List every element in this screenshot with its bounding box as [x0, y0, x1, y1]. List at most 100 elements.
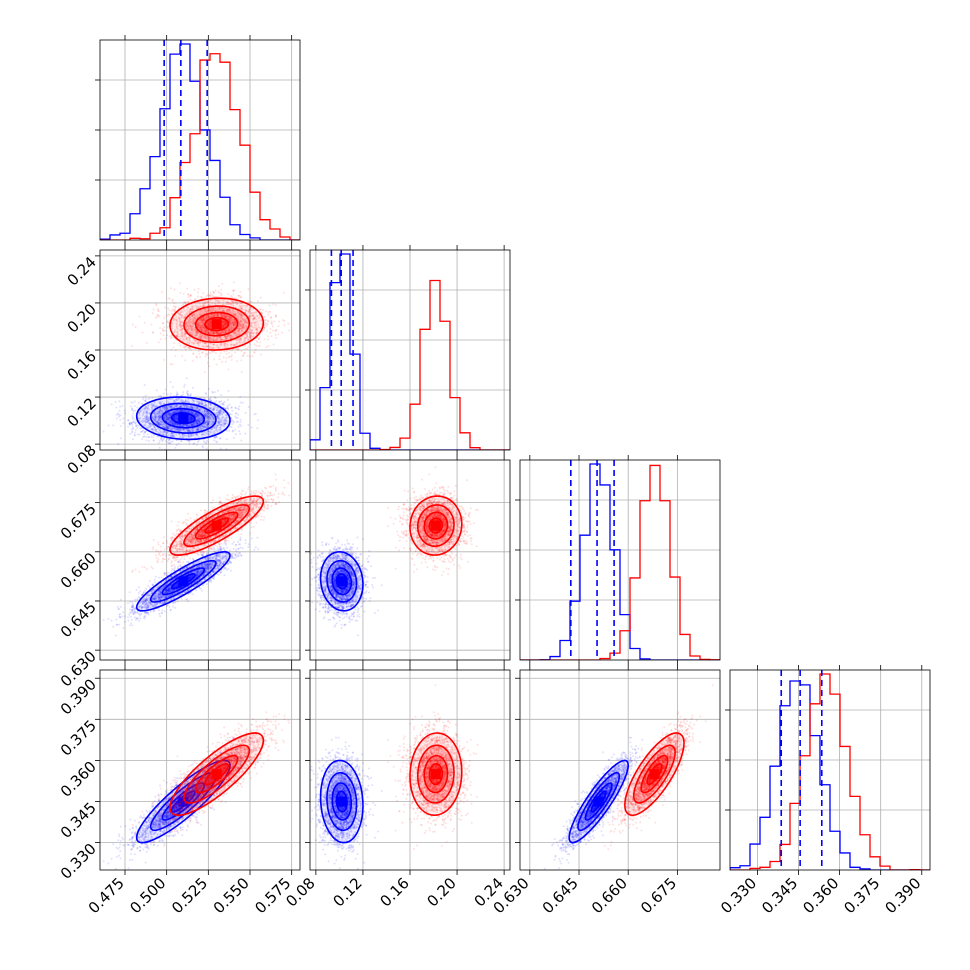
- scatter-point: [145, 397, 148, 400]
- scatter-point: [196, 414, 199, 417]
- scatter-point: [192, 423, 195, 426]
- scatter-point: [132, 412, 135, 415]
- scatter-point: [156, 421, 159, 424]
- scatter-point: [145, 416, 148, 418]
- scatter-point: [234, 351, 237, 354]
- scatter-point: [189, 405, 192, 408]
- scatter-point: [166, 418, 169, 421]
- scatter-point: [176, 409, 179, 412]
- scatter-point: [151, 428, 154, 431]
- scatter-point: [186, 430, 189, 433]
- scatter-point: [147, 436, 150, 438]
- scatter-point: [249, 343, 252, 346]
- scatter-point: [216, 415, 219, 418]
- scatter-point: [182, 292, 185, 295]
- scatter-point: [115, 413, 118, 416]
- scatter-point: [200, 416, 203, 419]
- scatter-point: [217, 421, 220, 424]
- scatter-point: [182, 391, 185, 394]
- scatter-point: [236, 420, 239, 423]
- scatter-point: [232, 429, 234, 432]
- scatter-point: [219, 408, 222, 411]
- scatter-point: [206, 411, 209, 414]
- scatter-point: [190, 416, 192, 419]
- scatter-point: [196, 415, 199, 418]
- scatter-point: [189, 406, 192, 408]
- scatter-point: [190, 407, 193, 409]
- scatter-point: [138, 427, 141, 430]
- scatter-point: [174, 417, 177, 420]
- scatter-point: [205, 404, 208, 407]
- scatter-point: [157, 341, 160, 344]
- scatter-point: [204, 371, 206, 374]
- scatter-point: [143, 417, 146, 420]
- scatter-point: [164, 406, 167, 409]
- scatter-point: [134, 409, 137, 412]
- scatter-point: [173, 415, 176, 418]
- scatter-point: [187, 404, 190, 407]
- scatter-point: [135, 425, 138, 428]
- scatter-point: [213, 405, 216, 407]
- scatter-point: [157, 309, 160, 312]
- scatter-point: [197, 419, 200, 422]
- scatter-point: [225, 416, 228, 419]
- scatter-point: [201, 351, 204, 354]
- scatter-point: [166, 427, 169, 430]
- scatter-point: [206, 353, 209, 355]
- scatter-point: [194, 413, 196, 416]
- scatter-point: [204, 409, 206, 412]
- scatter-point: [196, 413, 199, 416]
- scatter-point: [231, 423, 234, 426]
- scatter-point: [222, 410, 224, 413]
- scatter-point: [200, 402, 203, 405]
- scatter-point: [166, 417, 169, 420]
- scatter-point: [155, 304, 158, 307]
- scatter-point: [244, 411, 247, 414]
- scatter-point: [191, 416, 194, 419]
- scatter-point: [206, 432, 209, 435]
- scatter-point: [167, 427, 170, 429]
- scatter-point: [193, 288, 196, 291]
- scatter-point: [232, 436, 235, 439]
- scatter-point: [190, 418, 193, 421]
- scatter-point: [213, 396, 216, 399]
- scatter-point: [157, 441, 160, 444]
- scatter-point: [240, 425, 243, 428]
- scatter-point: [164, 414, 167, 417]
- scatter-point: [237, 425, 240, 428]
- scatter-point: [179, 423, 181, 426]
- scatter-point: [157, 412, 160, 415]
- scatter-point: [169, 407, 172, 409]
- scatter-point: [209, 352, 212, 355]
- scatter-point: [134, 422, 137, 425]
- scatter-point: [178, 423, 181, 426]
- scatter-point: [166, 427, 169, 430]
- scatter-point: [159, 416, 161, 419]
- scatter-point: [183, 410, 186, 413]
- scatter-point: [237, 347, 240, 350]
- scatter-point: [115, 417, 118, 420]
- scatter-point: [203, 413, 206, 416]
- scatter-point: [203, 397, 205, 400]
- scatter-point: [255, 344, 258, 347]
- scatter-point: [172, 411, 175, 414]
- scatter-point: [217, 420, 220, 423]
- scatter-point: [146, 410, 149, 413]
- scatter-point: [159, 409, 162, 412]
- scatter-point: [203, 410, 206, 413]
- scatter-point: [274, 329, 277, 332]
- scatter-point: [213, 425, 216, 428]
- scatter-point: [186, 429, 189, 432]
- scatter-point: [167, 424, 170, 427]
- scatter-point: [156, 313, 159, 316]
- scatter-point: [158, 439, 161, 442]
- scatter-point: [268, 304, 271, 307]
- scatter-point: [230, 355, 233, 358]
- scatter-point: [239, 291, 242, 293]
- scatter-point: [159, 423, 162, 426]
- scatter-point: [159, 415, 162, 418]
- scatter-point: [244, 344, 247, 347]
- scatter-point: [133, 418, 136, 421]
- scatter-point: [188, 435, 190, 438]
- scatter-point: [167, 418, 169, 420]
